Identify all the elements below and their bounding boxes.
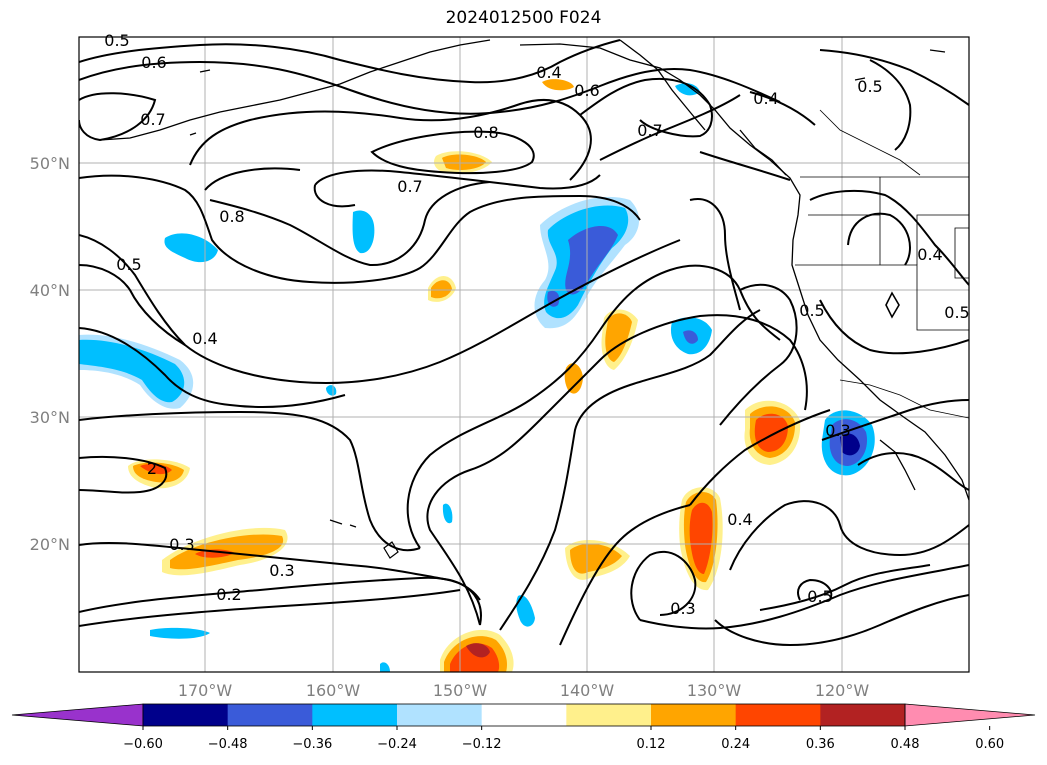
contour-label: 0.4 (536, 63, 561, 82)
negative-anomaly-patch (79, 339, 185, 403)
latitude-labels: 50°N 40°N 30°N 20°N (30, 154, 70, 554)
colorbar-tick-label: 0.12 (637, 737, 666, 752)
colorbar-segment (481, 704, 567, 726)
contour-label: 0.5 (116, 255, 141, 274)
negative-anomaly-patch (150, 627, 210, 639)
negative-anomaly-patch (326, 385, 337, 396)
colorbar-extend-low (11, 703, 144, 727)
colorbar-segment (651, 704, 737, 726)
negative-anomaly-patch (565, 225, 618, 295)
contour-label: 0.6 (574, 81, 599, 100)
negative-anomaly-patch (683, 330, 698, 344)
longitude-labels: 170°W 160°W 150°W 140°W 130°W 120°W (178, 681, 870, 700)
contour-label: 0.4 (727, 510, 752, 529)
colorbar-frame (142, 703, 906, 727)
colorbar-segment (143, 704, 229, 726)
lon-label: 170°W (178, 681, 233, 700)
contour-label: 0.5 (799, 301, 824, 320)
contour-label: 0.3 (670, 599, 695, 618)
contour-label: 0.7 (140, 110, 165, 129)
negative-anomaly-patch (840, 433, 860, 456)
coastline-layer (99, 39, 969, 559)
political-borders (795, 109, 969, 419)
lon-label: 140°W (560, 681, 615, 700)
contour-label: 0.5 (104, 31, 129, 50)
shaded-anomaly-layer (79, 79, 875, 672)
positive-anomaly-patch (442, 154, 486, 170)
colorbar-segment (735, 704, 821, 726)
contour-label: 0.3 (825, 421, 850, 440)
positive-anomaly-patch (564, 363, 583, 394)
positive-anomaly-patch (466, 643, 490, 658)
positive-anomaly-patch (431, 280, 452, 299)
colorbar-tick-label: −0.12 (462, 737, 502, 752)
contour-label: 0.5 (944, 303, 969, 322)
contour-label: 0.7 (637, 121, 662, 140)
contour-labels: 0.5 0.6 0.7 0.4 0.6 0.7 0.8 0.7 0.5 0.4 … (104, 31, 969, 618)
negative-anomaly-patch (352, 210, 375, 254)
colorbar-ticks: −0.60 −0.48 −0.36 −0.24 −0.12 0.12 0.24 0.36 0.4… (123, 726, 1004, 752)
contour-label: 0.4 (917, 245, 942, 264)
negative-anomaly-patch (516, 595, 535, 627)
contour-label: 0.8 (219, 207, 244, 226)
chart-title: 2024012500 F024 (445, 8, 602, 28)
colorbar: −0.60 −0.48 −0.36 −0.24 −0.12 0.12 0.24 0.36 0.4… (11, 703, 1036, 752)
lon-label: 130°W (687, 681, 742, 700)
map-frame (78, 36, 970, 673)
contour-label: 0.6 (141, 53, 166, 72)
colorbar-tick-label: −0.60 (123, 737, 163, 752)
negative-anomaly-patch (675, 83, 700, 96)
colorbar-tick-label: 0.24 (721, 737, 750, 752)
lat-label: 40°N (30, 281, 70, 300)
contour-label: 2 (147, 459, 157, 478)
lat-label: 30°N (30, 408, 70, 427)
colorbar-tick-label: −0.36 (292, 737, 332, 752)
positive-anomaly-patch (542, 79, 574, 91)
colorbar-extend-high (904, 703, 1036, 727)
contour-label: 0.2 (216, 585, 241, 604)
contour-label: 0.5 (857, 77, 882, 96)
positive-anomaly-patch (754, 413, 788, 452)
negative-anomaly-patch (164, 233, 218, 263)
positive-anomaly-patch (570, 543, 622, 574)
colorbar-segment (566, 704, 652, 726)
colorbar-tick-label: −0.48 (208, 737, 248, 752)
contour-lines (79, 39, 969, 647)
negative-anomaly-patch (442, 503, 453, 524)
contour-label: 0.3 (269, 561, 294, 580)
negative-anomaly-patch (380, 662, 390, 672)
colorbar-segment (227, 704, 313, 726)
colorbar-segment (312, 704, 398, 726)
lat-label: 50°N (30, 154, 70, 173)
colorbar-tick-label: 0.48 (891, 737, 920, 752)
colorbar-segments (11, 703, 1036, 727)
lon-label: 160°W (306, 681, 361, 700)
lon-label: 120°W (815, 681, 870, 700)
colorbar-tick-label: 0.60 (975, 737, 1004, 752)
contour-label: 0.7 (397, 177, 422, 196)
colorbar-tick-label: −0.24 (377, 737, 417, 752)
colorbar-segment (820, 704, 906, 726)
lat-label: 20°N (30, 535, 70, 554)
contour-label: 0.5 (807, 587, 832, 606)
positive-anomaly-patch (689, 502, 713, 574)
colorbar-segment (397, 704, 483, 726)
contour-label: 0.4 (753, 89, 778, 108)
contour-label: 0.3 (169, 535, 194, 554)
colorbar-tick-label: 0.36 (806, 737, 835, 752)
graticule-grid (79, 37, 969, 672)
contour-label: 0.8 (473, 123, 498, 142)
contour-label: 0.4 (192, 329, 217, 348)
lon-label: 150°W (433, 681, 488, 700)
